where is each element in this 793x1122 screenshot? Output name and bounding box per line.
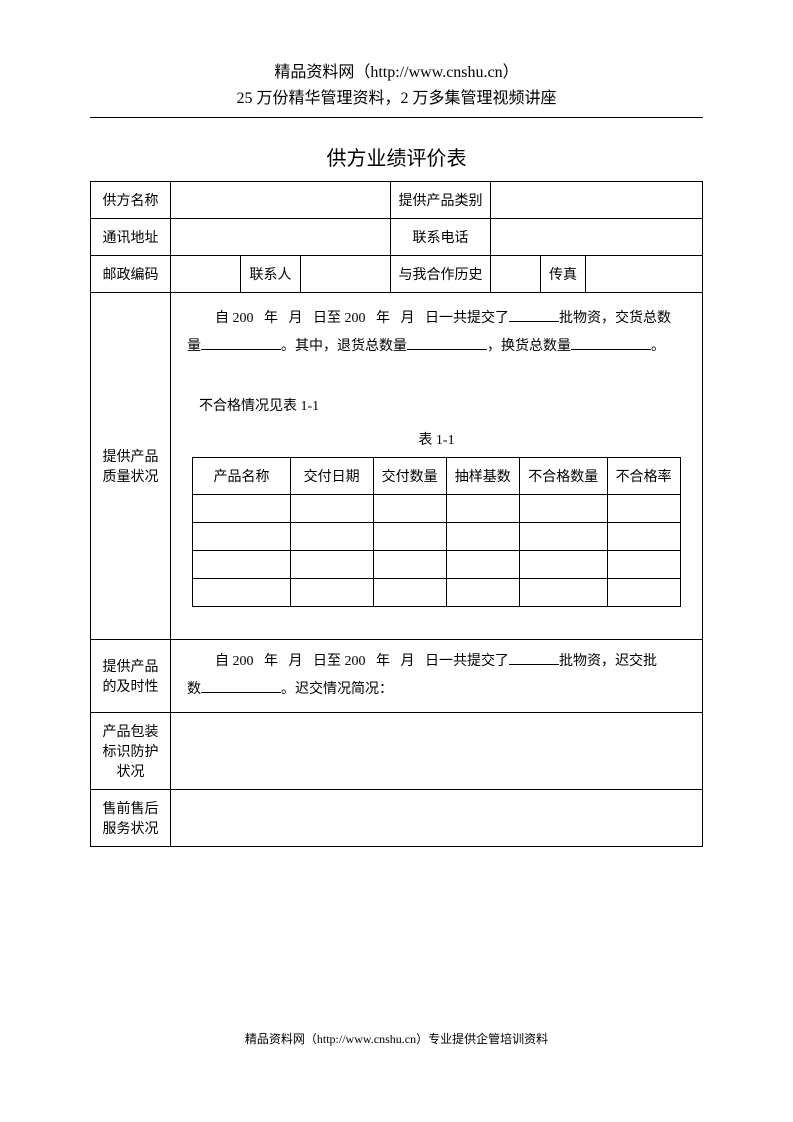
product-type-label: 提供产品类别 <box>391 182 491 219</box>
inner-h1: 产品名称 <box>193 458 291 495</box>
blank-field <box>509 651 559 665</box>
address-value <box>171 219 391 256</box>
table-row <box>193 579 681 607</box>
blank-field <box>201 336 281 350</box>
quality-paragraph: 自 200 年 月 日至 200 年 月 日一共提交了批物资，交货总数 量。其中… <box>171 293 702 373</box>
contact-label: 联系人 <box>241 256 301 293</box>
blank-field <box>509 308 559 322</box>
service-value <box>171 790 703 847</box>
header-line-2: 25 万份精华管理资料，2 万多集管理视频讲座 <box>90 86 703 112</box>
header-line-1: 精品资料网（http://www.cnshu.cn） <box>90 60 703 86</box>
nonconform-note: 不合格情况见表 1-1 <box>171 395 702 415</box>
contact-value <box>301 256 391 293</box>
table-row <box>193 551 681 579</box>
blank-field <box>571 336 651 350</box>
service-label: 售前售后服务状况 <box>91 790 171 847</box>
inner-h3: 交付数量 <box>373 458 446 495</box>
table-row <box>193 523 681 551</box>
timeliness-paragraph: 自 200 年 月 日至 200 年 月 日一共提交了批物资，迟交批 数。迟交情… <box>171 640 702 712</box>
inner-table-caption: 表 1-1 <box>171 429 702 449</box>
table-row <box>193 495 681 523</box>
inner-h5: 不合格数量 <box>519 458 607 495</box>
history-value <box>491 256 541 293</box>
page-footer: 精品资料网（http://www.cnshu.cn）专业提供企管培训资料 <box>0 1030 793 1047</box>
blank-field <box>407 336 487 350</box>
supplier-name-label: 供方名称 <box>91 182 171 219</box>
postcode-value <box>171 256 241 293</box>
address-label: 通讯地址 <box>91 219 171 256</box>
history-label: 与我合作历史 <box>391 256 491 293</box>
packaging-value <box>171 713 703 790</box>
inner-table: 产品名称 交付日期 交付数量 抽样基数 不合格数量 不合格率 <box>192 457 681 607</box>
page-header: 精品资料网（http://www.cnshu.cn） 25 万份精华管理资料，2… <box>90 60 703 118</box>
fax-value <box>586 256 703 293</box>
postcode-label: 邮政编码 <box>91 256 171 293</box>
packaging-label: 产品包装标识防护状况 <box>91 713 171 790</box>
product-type-value <box>491 182 703 219</box>
main-table: 供方名称 提供产品类别 通讯地址 联系电话 邮政编码 联系人 与我合作历史 传真… <box>90 181 703 847</box>
timeliness-label: 提供产品的及时性 <box>91 640 171 713</box>
phone-label: 联系电话 <box>391 219 491 256</box>
inner-h4: 抽样基数 <box>446 458 519 495</box>
inner-h2: 交付日期 <box>290 458 373 495</box>
phone-value <box>491 219 703 256</box>
fax-label: 传真 <box>541 256 586 293</box>
blank-field <box>201 679 281 693</box>
inner-h6: 不合格率 <box>607 458 680 495</box>
supplier-name-value <box>171 182 391 219</box>
quality-label: 提供产品质量状况 <box>91 293 171 640</box>
page-title: 供方业绩评价表 <box>90 142 703 171</box>
